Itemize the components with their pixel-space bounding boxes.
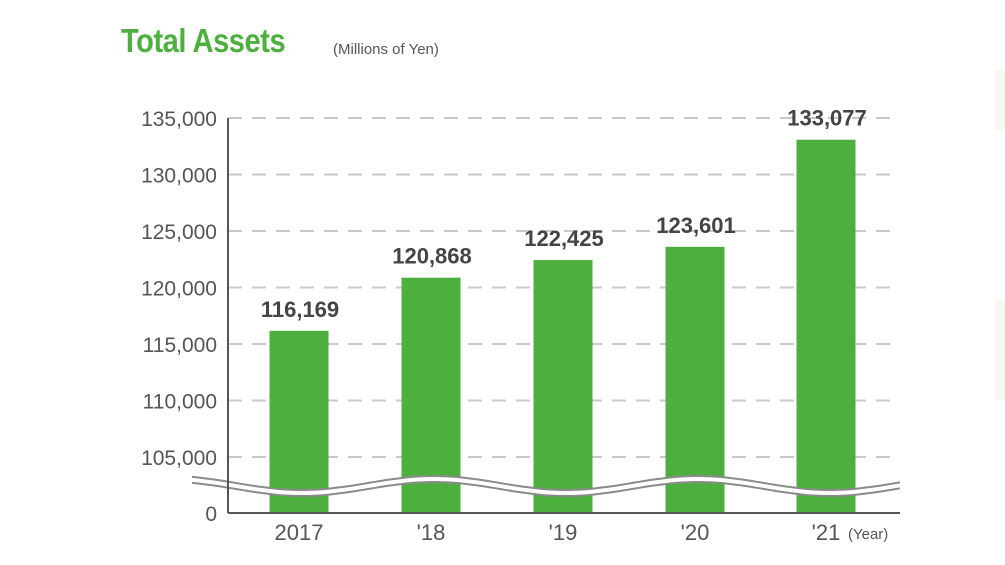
y-tick-label: 135,000 <box>141 108 217 131</box>
x-axis-unit: (Year) <box>848 526 888 543</box>
right-edge-fragment <box>995 300 1005 400</box>
y-tick-label: 115,000 <box>143 334 217 357</box>
bar-'21 <box>796 139 856 513</box>
axis-break-band <box>191 475 901 497</box>
y-tick-label: 120,000 <box>141 278 217 301</box>
value-label: 123,601 <box>656 213 736 238</box>
right-edge-fragment <box>995 70 1005 130</box>
x-tick-label: '18 <box>417 520 446 545</box>
value-label: 122,425 <box>524 226 604 251</box>
value-label: 120,868 <box>392 244 472 269</box>
y-tick-label: 0 <box>205 503 217 526</box>
x-tick-label: '20 <box>681 520 710 545</box>
axis-break-line <box>191 475 901 491</box>
chart-unit: (Millions of Yen) <box>333 41 439 58</box>
y-tick-label: 105,000 <box>141 447 217 470</box>
x-tick-label: '19 <box>549 520 578 545</box>
value-label: 133,077 <box>787 106 867 131</box>
y-tick-label: 130,000 <box>141 165 217 188</box>
bar-'19 <box>533 260 593 513</box>
chart-title: Total Assets <box>121 22 286 59</box>
y-tick-label: 110,000 <box>143 391 217 414</box>
bar-'20 <box>665 246 725 513</box>
value-label: 116,169 <box>261 297 339 322</box>
x-tick-label: '21 <box>812 520 841 545</box>
bar-2017 <box>269 330 329 513</box>
x-tick-label: 2017 <box>275 520 324 545</box>
bar-'18 <box>401 277 461 513</box>
y-tick-label: 125,000 <box>141 221 217 244</box>
axis-break-line <box>191 481 901 497</box>
